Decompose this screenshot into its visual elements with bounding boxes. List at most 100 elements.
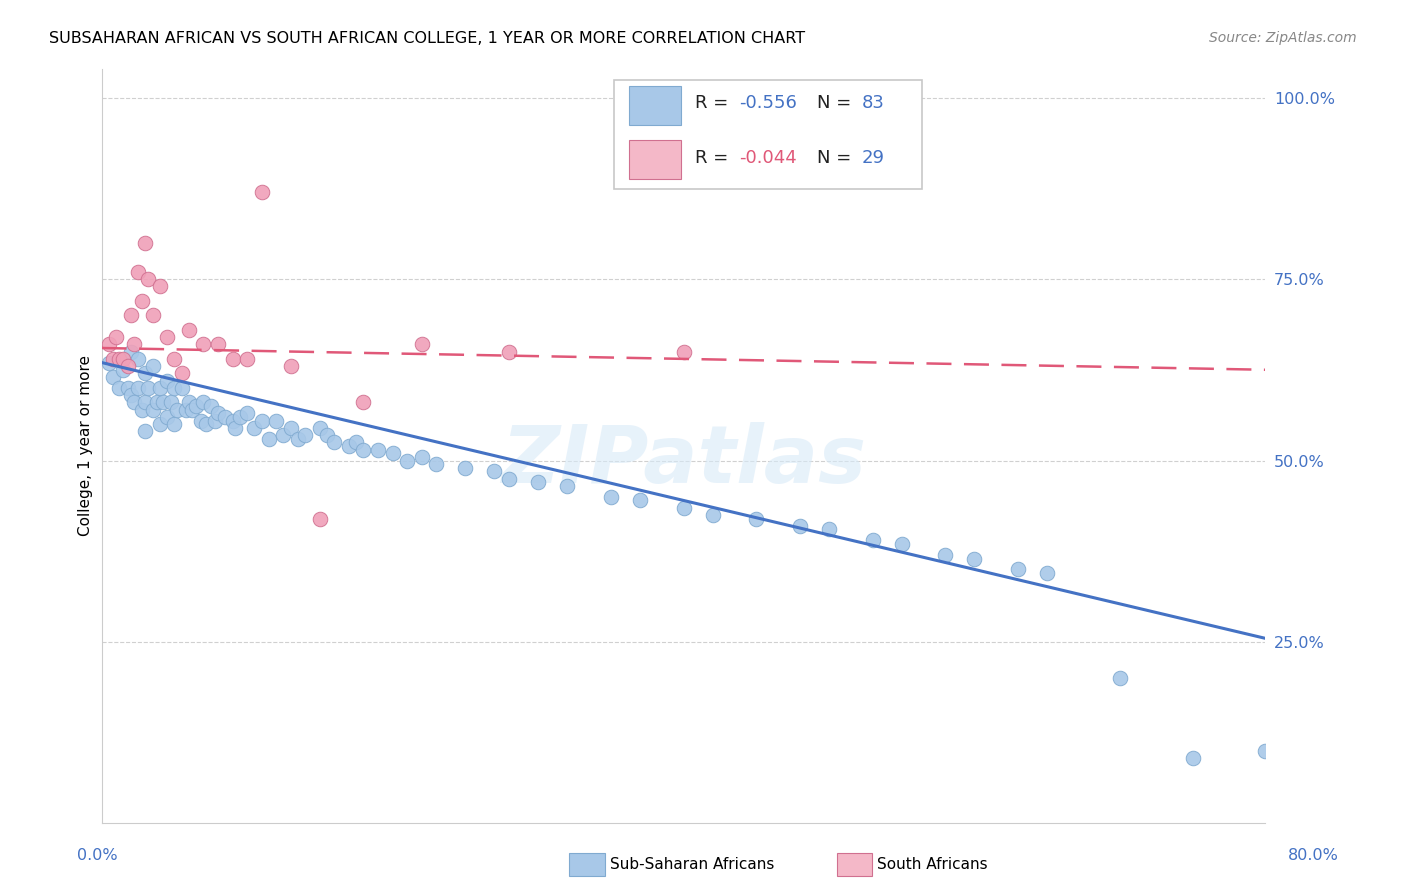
Text: -0.556: -0.556 — [740, 95, 797, 112]
Point — [186, 399, 208, 413]
Point — [672, 500, 695, 515]
Point — [555, 479, 578, 493]
Point — [257, 432, 280, 446]
Point — [1109, 671, 1132, 685]
Point — [411, 337, 433, 351]
Point — [195, 417, 218, 432]
Point — [122, 395, 145, 409]
Point — [177, 395, 200, 409]
Point — [103, 370, 125, 384]
Text: SUBSAHARAN AFRICAN VS SOUTH AFRICAN COLLEGE, 1 YEAR OR MORE CORRELATION CHART: SUBSAHARAN AFRICAN VS SOUTH AFRICAN COLL… — [49, 31, 806, 46]
Point — [294, 428, 316, 442]
Point — [200, 399, 222, 413]
Point — [207, 337, 229, 351]
Point — [163, 351, 186, 366]
Point — [425, 457, 447, 471]
Point — [396, 453, 419, 467]
Point — [250, 414, 273, 428]
Point — [120, 388, 142, 402]
Point — [344, 435, 367, 450]
Point — [152, 395, 174, 409]
Point — [745, 511, 768, 525]
Point — [127, 265, 149, 279]
Point — [818, 523, 841, 537]
Point — [308, 511, 330, 525]
Point — [166, 402, 188, 417]
Point — [337, 439, 360, 453]
Text: 29: 29 — [862, 149, 884, 167]
Point — [112, 351, 135, 366]
Point — [149, 279, 172, 293]
Point — [498, 344, 520, 359]
Point — [221, 351, 243, 366]
Point — [149, 417, 172, 432]
Point — [141, 402, 163, 417]
Point — [672, 344, 695, 359]
Point — [204, 414, 226, 428]
Point — [105, 330, 128, 344]
Bar — [837, 853, 872, 876]
Point — [156, 409, 179, 424]
Point — [134, 235, 156, 250]
Point — [702, 508, 724, 522]
Text: Sub-Saharan Africans: Sub-Saharan Africans — [610, 857, 775, 871]
Point — [134, 367, 156, 381]
Point — [149, 381, 172, 395]
Point — [134, 425, 156, 439]
Point — [177, 323, 200, 337]
Text: ZIPatlas: ZIPatlas — [501, 422, 866, 500]
Point — [108, 351, 131, 366]
Point — [97, 337, 120, 351]
Point — [527, 475, 550, 490]
Point — [108, 381, 131, 395]
Point — [122, 337, 145, 351]
Point — [117, 359, 139, 373]
Point — [1254, 744, 1277, 758]
Point — [353, 442, 375, 457]
Point — [1007, 562, 1029, 576]
Point — [599, 490, 621, 504]
Point — [287, 432, 309, 446]
Text: N =: N = — [817, 95, 858, 112]
Point — [156, 374, 179, 388]
Point — [280, 421, 302, 435]
Point — [1036, 566, 1059, 580]
Text: 0.0%: 0.0% — [77, 848, 118, 863]
FancyBboxPatch shape — [613, 80, 922, 189]
Text: 80.0%: 80.0% — [1288, 848, 1339, 863]
Point — [146, 395, 169, 409]
Point — [193, 395, 215, 409]
Point — [934, 548, 956, 562]
Point — [963, 551, 986, 566]
FancyBboxPatch shape — [628, 86, 681, 125]
Point — [308, 421, 330, 435]
Y-axis label: College, 1 year or more: College, 1 year or more — [79, 356, 93, 536]
Point — [127, 351, 149, 366]
Point — [316, 428, 339, 442]
Point — [221, 414, 243, 428]
Text: N =: N = — [817, 149, 858, 167]
Point — [229, 409, 252, 424]
Point — [163, 381, 186, 395]
Point — [112, 363, 135, 377]
Point — [136, 272, 159, 286]
Text: R =: R = — [695, 95, 734, 112]
Point — [236, 351, 259, 366]
Point — [214, 409, 236, 424]
Point — [381, 446, 404, 460]
Point — [367, 442, 389, 457]
FancyBboxPatch shape — [628, 140, 681, 179]
Point — [170, 367, 193, 381]
Point — [97, 355, 120, 369]
Point — [160, 395, 183, 409]
Point — [224, 421, 246, 435]
Point — [174, 402, 197, 417]
Point — [136, 381, 159, 395]
Point — [411, 450, 433, 464]
Point — [163, 417, 186, 432]
Point — [190, 414, 212, 428]
Point — [789, 519, 811, 533]
Text: 83: 83 — [862, 95, 884, 112]
Point — [273, 428, 295, 442]
Point — [156, 330, 179, 344]
